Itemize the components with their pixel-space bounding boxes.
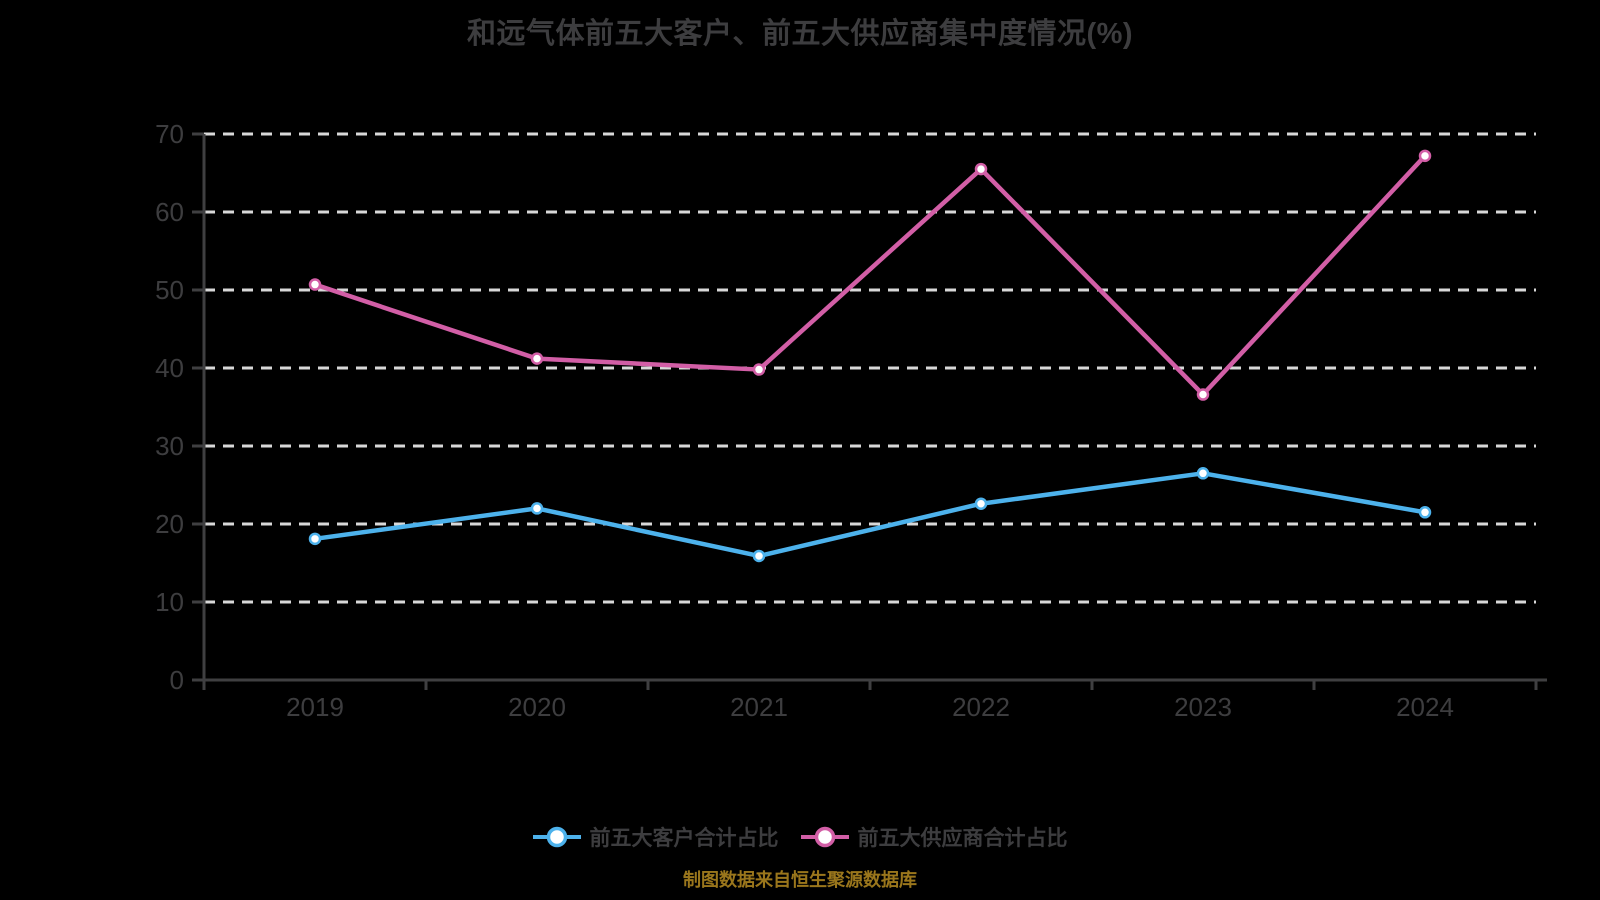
data-point-marker-customers[interactable] (974, 497, 988, 510)
data-point-marker-suppliers[interactable] (1418, 149, 1432, 163)
data-point-marker-customers[interactable] (308, 532, 322, 546)
data-point-marker-suppliers[interactable] (308, 278, 322, 291)
x-axis-label: 2020 (508, 692, 566, 722)
legend-label: 前五大客户合计占比 (589, 827, 779, 850)
data-point-marker-suppliers[interactable] (530, 352, 544, 365)
x-axis-label: 2022 (952, 692, 1010, 722)
legend: 前五大客户合计占比 前五大供应商合计占比 (0, 820, 1600, 854)
y-axis-label: 40 (155, 353, 184, 383)
data-point-marker-suppliers[interactable] (974, 162, 988, 176)
data-point-marker-suppliers[interactable] (752, 363, 766, 376)
chart-title: 和远气体前五大客户、前五大供应商集中度情况(%) (466, 18, 1134, 50)
legend-item-customers[interactable]: 前五大客户合计占比 (532, 820, 779, 854)
y-axis-label: 70 (155, 119, 184, 149)
x-axis-label: 2023 (1174, 692, 1232, 722)
y-axis-label: 10 (155, 587, 184, 617)
data-point-marker-customers[interactable] (1196, 467, 1210, 480)
y-axis-label: 20 (155, 509, 184, 539)
x-axis-label: 2021 (730, 692, 788, 722)
data-point-marker-customers[interactable] (530, 502, 544, 515)
data-point-marker-customers[interactable] (752, 549, 766, 563)
data-point-marker-customers[interactable] (1418, 506, 1432, 519)
y-axis-label: 0 (170, 665, 184, 695)
series-line-suppliers (312, 153, 1428, 397)
data-point-marker-suppliers[interactable] (1196, 388, 1210, 401)
data-source-note: 制图数据来自恒生聚源数据库 (683, 870, 917, 890)
legend-line-marker-icon (532, 826, 581, 848)
legend-line-marker-icon (800, 826, 849, 848)
y-axis-label: 60 (155, 197, 184, 227)
x-axis-label: 2019 (286, 692, 344, 722)
x-axis-label: 2024 (1396, 692, 1454, 722)
series-line-customers (312, 471, 1428, 559)
y-axis-label: 30 (155, 431, 184, 461)
legend-label: 前五大供应商合计占比 (857, 827, 1068, 850)
y-axis-label: 50 (155, 275, 184, 305)
legend-item-suppliers[interactable]: 前五大供应商合计占比 (800, 820, 1068, 854)
